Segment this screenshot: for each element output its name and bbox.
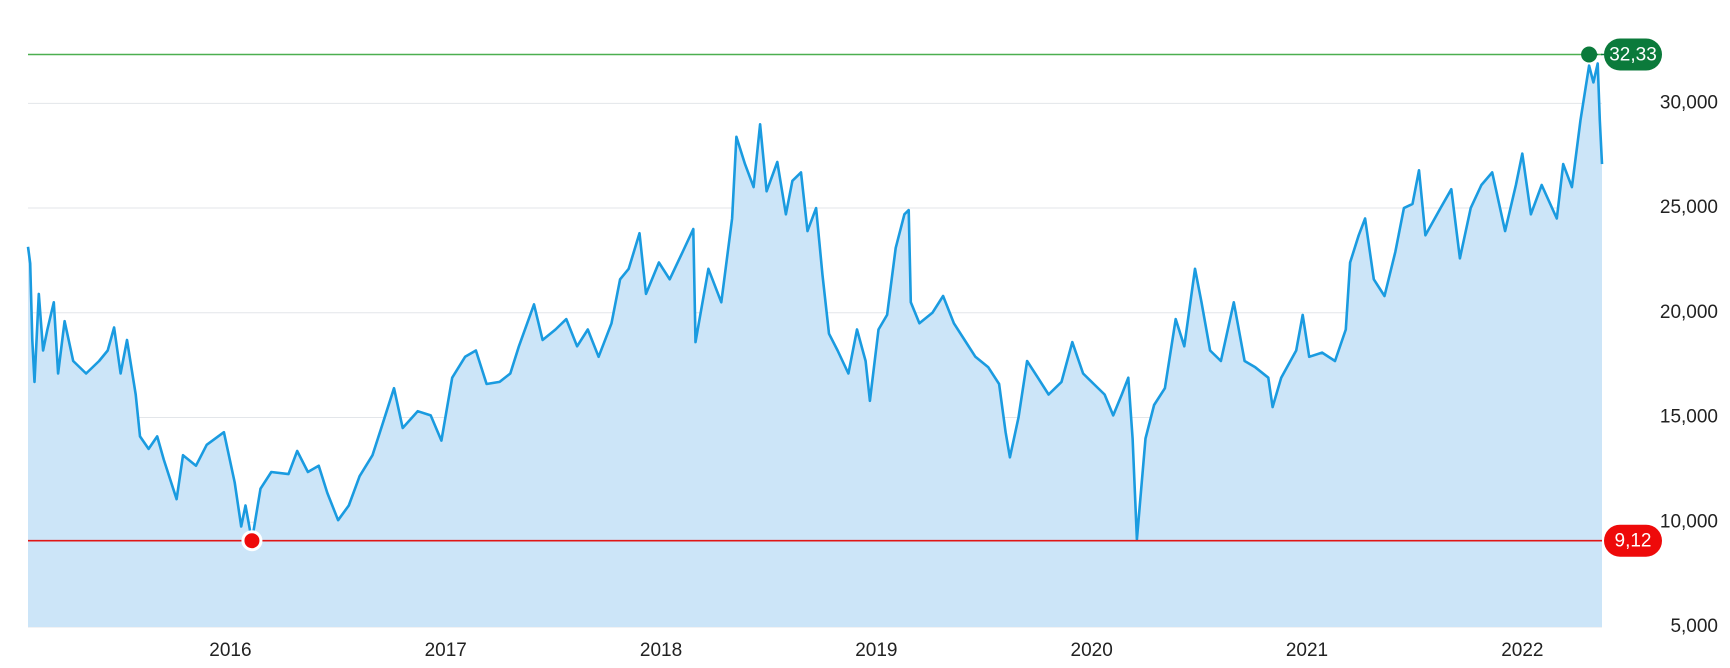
x-tick-label: 2019: [855, 640, 897, 661]
x-tick-label: 2020: [1071, 640, 1113, 661]
x-tick-label: 2016: [209, 640, 251, 661]
y-tick-label: 15,000: [1660, 407, 1718, 428]
min-badge: [1604, 524, 1662, 557]
y-tick-label: 20,000: [1660, 302, 1718, 323]
min-label: 9,12: [1615, 531, 1652, 552]
max-label: 32,33: [1609, 45, 1657, 66]
min-dot: [241, 530, 263, 552]
y-tick-label: 10,000: [1660, 511, 1718, 532]
y-tick-label: 25,000: [1660, 197, 1718, 218]
x-tick-label: 2022: [1501, 640, 1543, 661]
max-dot: [1581, 46, 1598, 63]
y-tick-label: 5,000: [1670, 616, 1718, 637]
y-tick-label: 30,000: [1660, 92, 1718, 113]
line: [26, 62, 1604, 542]
x-tick-label: 2021: [1286, 640, 1328, 661]
x-tick-label: 2018: [640, 640, 682, 661]
max-badge: [1604, 38, 1662, 71]
area: [28, 63, 1602, 627]
x-tick-label: 2017: [425, 640, 467, 661]
